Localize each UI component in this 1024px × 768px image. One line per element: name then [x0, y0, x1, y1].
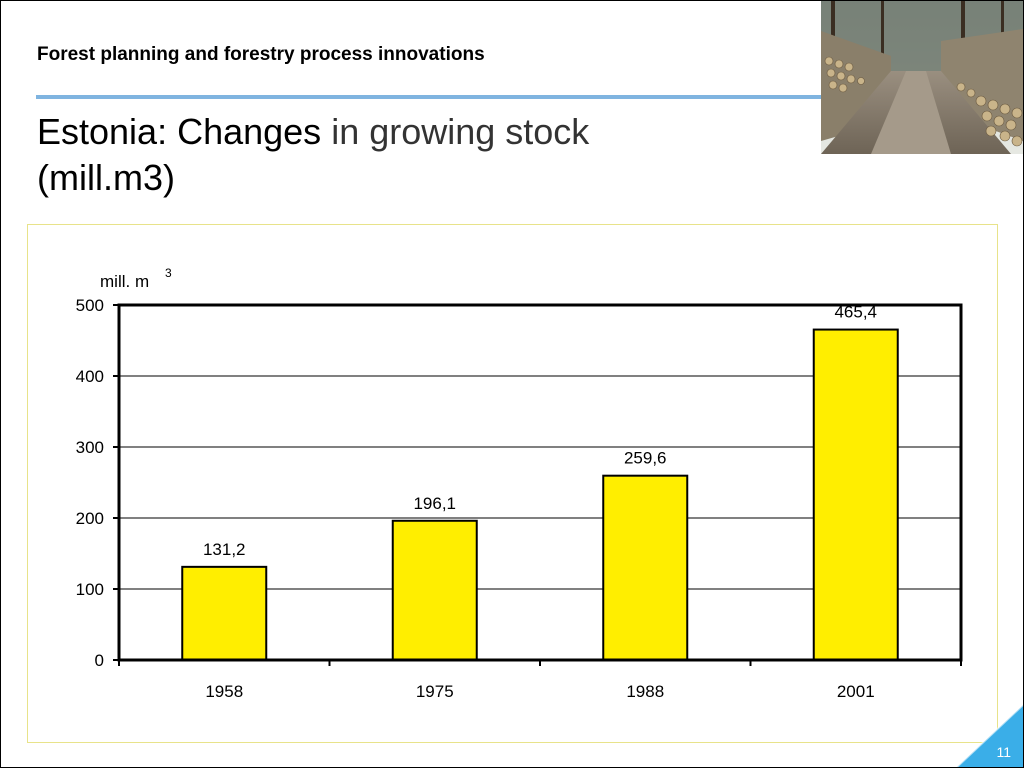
bar-1958 [181, 565, 268, 661]
y-tick-label-200: 200 [76, 509, 104, 528]
x-tick-label-1958: 1958 [205, 682, 243, 701]
y-tick-label-0: 0 [95, 651, 104, 670]
slide-title: Estonia: Changes in growing stock (mill.… [37, 109, 757, 201]
plot-area-border [117, 303, 963, 662]
y-axis-label: mill. m [100, 272, 149, 291]
y-tick-label-100: 100 [76, 580, 104, 599]
x-tick-label-2001: 2001 [837, 682, 875, 701]
y-tick-label-400: 400 [76, 367, 104, 386]
log-piles-photo [821, 1, 1023, 154]
bar-value-label-2001: 465,4 [834, 303, 877, 322]
y-tick-label-500: 500 [76, 296, 104, 315]
page-number: 11 [996, 744, 1011, 760]
slide-title-part1: Estonia: Changes [37, 111, 322, 152]
bar-2001 [812, 328, 899, 661]
slide-title-part2: in growing stock [321, 111, 590, 152]
chart-frame: 0 100 200 300 400 500 131,2 1958 196,1 1975 259,6 1… [27, 224, 998, 743]
bar-1975 [391, 519, 478, 662]
slide-title-line2: (mill.m3) [37, 157, 175, 198]
bar-chart: 0 100 200 300 400 500 131,2 1958 196,1 1975 259,6 1… [76, 266, 963, 701]
x-tick-label-1988: 1988 [626, 682, 664, 701]
y-tick-label-300: 300 [76, 438, 104, 457]
page-badge-shape [957, 705, 1023, 767]
bar-value-label-1958: 131,2 [203, 540, 246, 559]
header-divider [36, 95, 826, 99]
y-axis-label-superscript: 3 [165, 266, 172, 280]
bar-value-label-1988: 259,6 [624, 449, 667, 468]
bar-value-label-1975: 196,1 [413, 494, 456, 513]
header-title: Forest planning and forestry process inn… [37, 44, 485, 65]
bar-1988 [602, 474, 689, 661]
log-piles-photo-image [821, 1, 1023, 154]
x-tick-label-1975: 1975 [416, 682, 454, 701]
